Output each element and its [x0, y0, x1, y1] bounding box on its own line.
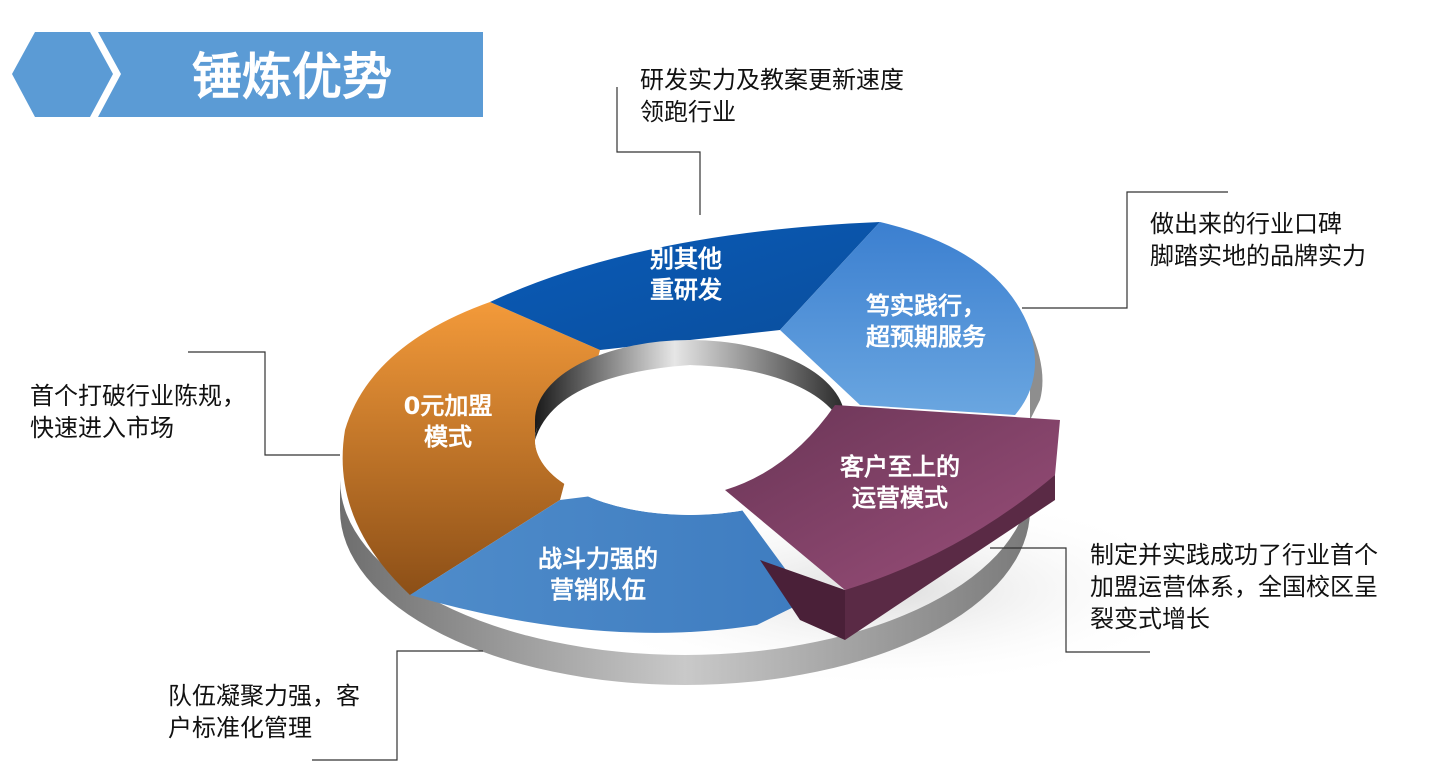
segment-mid-blue — [780, 222, 1035, 415]
ring-top — [342, 222, 1035, 633]
annotation-right-top-line-1: 做出来的行业口碑 — [1150, 210, 1342, 238]
leader-left — [188, 351, 340, 456]
annotation-top: 研发实力及教案更新速度 领跑行业 — [640, 66, 904, 126]
leader-bottom — [312, 650, 483, 761]
annotation-left-line-1: 首个打破行业陈规， — [30, 382, 246, 410]
segment-dark-blue-label-1: 别其他 — [649, 245, 722, 273]
segment-purple-label-1: 客户至上的 — [840, 453, 960, 481]
segment-dark-blue-label-2: 重研发 — [650, 276, 722, 304]
leader-top — [616, 87, 701, 215]
segment-orange — [342, 302, 600, 595]
annotation-right-top: 做出来的行业口碑 脚踏实地的品牌实力 — [1150, 210, 1366, 270]
segment-light-blue-label-2: 营销队伍 — [550, 576, 646, 604]
leader-right-bottom — [990, 547, 1150, 653]
leader-lines — [188, 87, 1228, 761]
annotation-right-bottom: 制定并实践成功了行业首个 加盟运营体系，全国校区呈 裂变式增长 — [1090, 541, 1378, 633]
annotation-top-line-1: 研发实力及教案更新速度 — [640, 66, 904, 94]
segment-mid-blue-label-2: 超预期服务 — [866, 323, 987, 351]
page-title: 锤炼优势 — [192, 48, 392, 106]
segment-purple-label-2: 运营模式 — [852, 484, 948, 512]
segment-light-blue — [410, 480, 808, 633]
annotation-top-line-2: 领跑行业 — [640, 98, 736, 126]
annotation-right-top-line-2: 脚踏实地的品牌实力 — [1150, 242, 1366, 270]
segment-purple-side-front — [760, 560, 845, 640]
annotation-right-bottom-line-1: 制定并实践成功了行业首个 — [1090, 541, 1378, 569]
annotation-bottom-line-1: 队伍凝聚力强，客 — [168, 682, 360, 710]
segment-orange-label-1: 0元加盟 — [404, 392, 493, 420]
annotation-left-line-2: 快速进入市场 — [30, 414, 174, 442]
annotation-bottom: 队伍凝聚力强，客 户标准化管理 — [168, 682, 360, 742]
annotation-left: 首个打破行业陈规， 快速进入市场 — [30, 382, 246, 442]
segment-purple — [725, 405, 1060, 590]
segment-labels: 0元加盟 模式 别其他 重研发 笃实践行， 超预期服务 客户至上的 运营模式 战… — [404, 245, 987, 604]
segment-light-blue-label-1: 战斗力强的 — [538, 545, 658, 573]
banner-body — [98, 32, 483, 117]
segment-orange-label-2: 模式 — [424, 423, 472, 451]
segment-purple-side — [845, 475, 1055, 640]
leader-right-top — [1022, 191, 1228, 309]
title-banner: 锤炼优势 — [12, 32, 483, 117]
segment-dark-blue — [490, 222, 880, 350]
banner-arrow-left — [12, 32, 113, 117]
annotation-bottom-line-2: 户标准化管理 — [168, 714, 312, 742]
annotation-right-bottom-line-3: 裂变式增长 — [1090, 605, 1210, 633]
annotation-right-bottom-line-2: 加盟运营体系，全国校区呈 — [1090, 573, 1378, 601]
segment-purple-group — [725, 405, 1060, 640]
segment-mid-blue-label-1: 笃实践行， — [865, 292, 986, 320]
